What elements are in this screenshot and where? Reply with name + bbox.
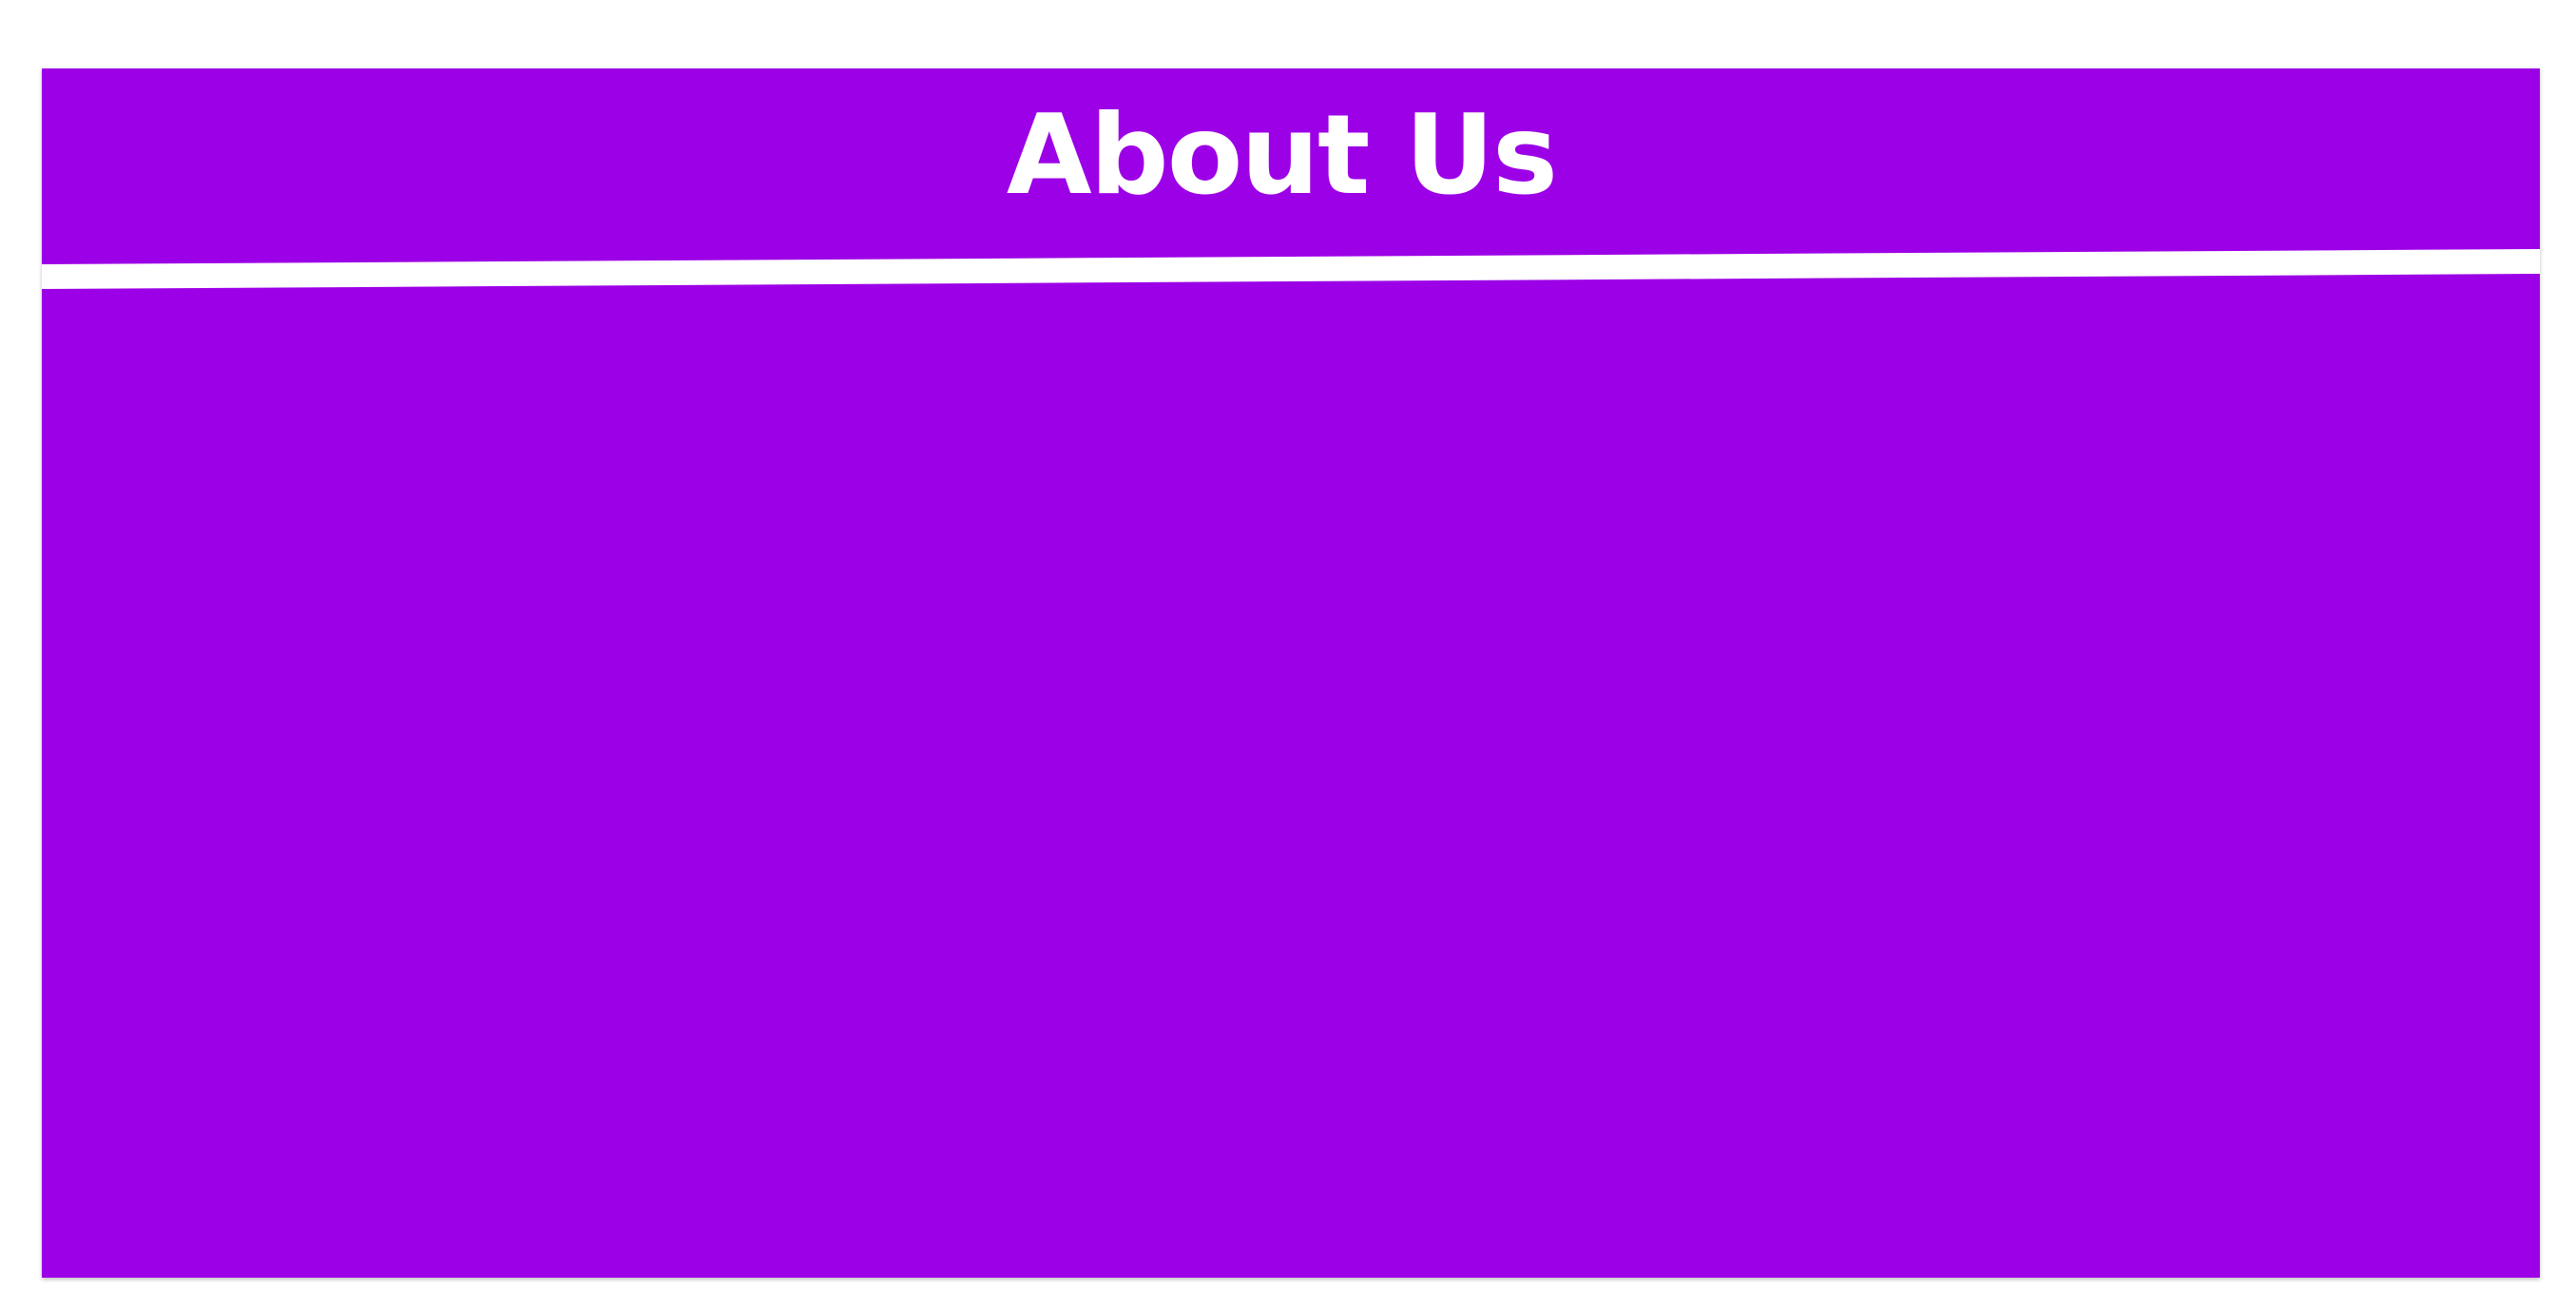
page-title: About Us (1006, 91, 1558, 220)
about-us-panel: About Us (42, 68, 2540, 1278)
diagonal-divider (42, 249, 2540, 289)
